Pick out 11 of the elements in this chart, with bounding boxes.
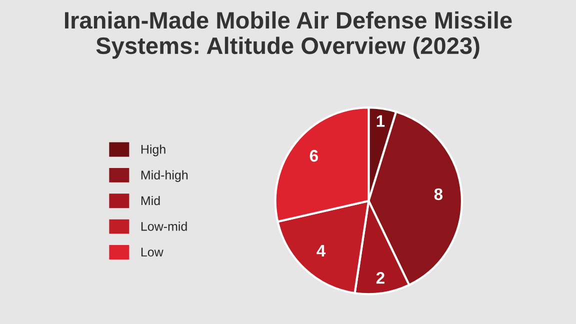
legend-label: Low-mid <box>141 222 187 231</box>
legend-label: Low <box>141 248 164 257</box>
legend-label: High <box>141 144 166 156</box>
legend-label: Mid-high <box>141 170 188 182</box>
chart-title: Iranian-Made Mobile Air Defense Missile Systems: Altitude Overview (2023) <box>65 11 512 59</box>
data-label: 8 <box>434 188 443 200</box>
data-label: 2 <box>376 272 384 284</box>
data-label: 4 <box>316 245 326 256</box>
data-label: 6 <box>310 150 318 162</box>
legend-label: Mid <box>141 196 160 206</box>
data-label: 1 <box>376 115 385 127</box>
